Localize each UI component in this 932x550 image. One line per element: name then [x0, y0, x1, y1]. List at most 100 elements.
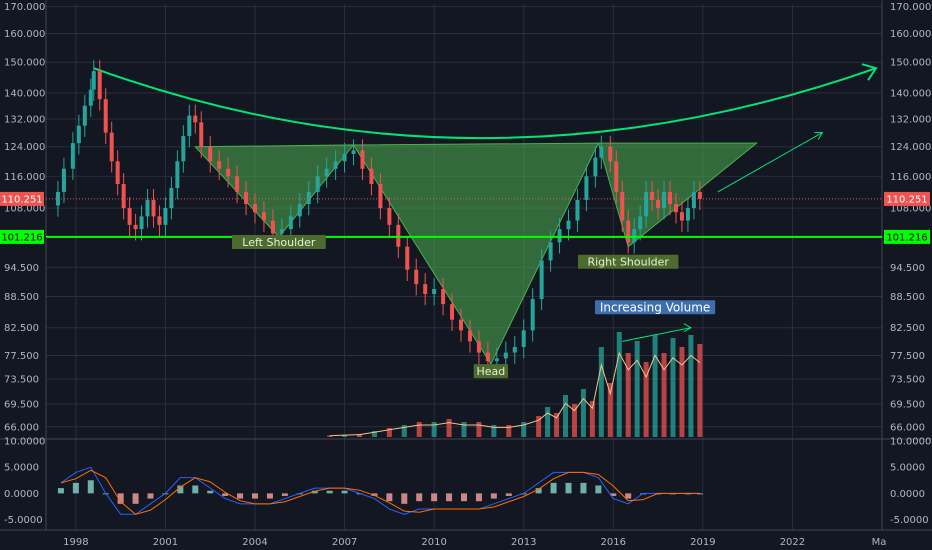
volume-bar	[545, 407, 551, 437]
candle-body	[476, 341, 481, 353]
candle-body	[61, 168, 66, 192]
candle-body	[584, 176, 589, 200]
macd-tick-left: 5.0000	[4, 463, 39, 474]
macd-panel	[57, 466, 703, 515]
volume-bar	[461, 422, 467, 437]
candle-body	[539, 260, 544, 300]
annotations: Left Shoulder Head Right Shoulder Increasin…	[231, 234, 716, 379]
candle-body	[175, 161, 180, 188]
volume-bar	[431, 422, 437, 437]
candle-body	[127, 208, 132, 225]
candle-body	[405, 246, 410, 270]
macd-histogram-bar	[535, 488, 542, 494]
candle-body	[297, 203, 302, 217]
price-tick-right: 132.000	[890, 114, 931, 125]
candle-body	[55, 191, 60, 206]
candle-body	[620, 191, 625, 221]
macd-line	[60, 466, 700, 515]
price-tick-left: 82.500	[4, 323, 39, 334]
candle-body	[378, 184, 383, 209]
candle-body	[521, 330, 526, 347]
price-candles	[55, 60, 702, 373]
price-tick-left: 66.000	[4, 422, 39, 433]
candle-body	[208, 146, 213, 162]
candle-body	[351, 150, 356, 154]
macd-histogram-bar	[192, 485, 199, 494]
candle-body	[685, 208, 690, 221]
candle-body	[494, 358, 499, 362]
price-tick-right: 66.000	[890, 422, 925, 433]
candle-body	[115, 161, 120, 185]
left-shoulder-label: Left Shoulder	[242, 236, 316, 249]
candle-body	[593, 157, 598, 177]
macd-histogram-bar	[490, 493, 497, 499]
price-tick-right: 94.500	[890, 263, 925, 274]
candle-body	[145, 199, 150, 217]
candle-body	[169, 187, 174, 209]
volume-bar	[679, 347, 685, 437]
volume-bar	[342, 434, 348, 437]
candle-body	[270, 220, 275, 234]
candle-body	[279, 229, 284, 234]
support-tag-right-bg	[884, 229, 930, 244]
candle-body	[697, 191, 702, 199]
price-tick-left: 170.000	[4, 2, 45, 13]
candle-body	[226, 168, 231, 177]
price-tick-right: 108.000	[890, 204, 931, 215]
candle-body	[360, 150, 365, 169]
candle-body	[217, 161, 222, 169]
volume-bar	[625, 353, 631, 437]
x-tick-label: 2001	[153, 537, 178, 548]
price-tick-right: 82.500	[890, 323, 925, 334]
candle-body	[103, 99, 108, 133]
candle-body	[163, 208, 168, 225]
candle-body	[157, 216, 162, 225]
candle-body	[638, 216, 643, 230]
curve-arc	[93, 63, 878, 342]
head-triangle	[352, 142, 600, 366]
x-tick-label: 2022	[780, 537, 805, 548]
macd-histogram-bar	[386, 493, 393, 502]
price-tick-right: 116.000	[890, 172, 931, 183]
candle-body	[235, 176, 240, 192]
candle-body	[333, 161, 338, 169]
candle-body	[608, 146, 613, 162]
price-tick-right: 170.000	[890, 2, 931, 13]
price-tick-left: 132.000	[4, 114, 45, 125]
x-axis: 1998 2001 2004 2007 2010 2013 2016 2019 2022 Ma	[63, 537, 886, 548]
candle-body	[91, 71, 96, 90]
price-tick-left: 77.500	[4, 351, 39, 362]
price-tick-right: 124.000	[890, 142, 931, 153]
macd-histogram-bar	[326, 490, 333, 494]
macd-histogram-bar	[252, 493, 258, 499]
price-tick-right: 88.500	[890, 292, 925, 303]
volume-ma-line	[329, 351, 701, 437]
support-tag-left-bg	[0, 229, 44, 244]
candle-body	[324, 168, 329, 177]
candle-body	[342, 153, 347, 162]
volume-bar	[643, 362, 649, 437]
macd-histogram-bar	[341, 490, 348, 494]
price-tick-left: 160.000	[4, 29, 45, 40]
volume-bar	[580, 389, 586, 437]
macd-tick-left: 0.0000	[4, 489, 39, 500]
candle-body	[566, 220, 571, 230]
candle-body	[414, 269, 419, 285]
price-tick-right: 160.000	[890, 29, 931, 40]
macd-histogram-bar	[87, 480, 94, 494]
volume-bar	[506, 425, 512, 437]
head-label-bg	[473, 364, 509, 379]
y-axis-right: 170.000 160.000 150.000 140.000 132.000 124.0…	[884, 2, 931, 526]
candle-body	[432, 289, 437, 295]
candle-body	[632, 229, 637, 243]
pattern-overlay	[194, 142, 759, 366]
macd-histogram-bar	[222, 493, 229, 496]
candle-body	[503, 352, 508, 359]
candle-body	[662, 191, 667, 209]
x-tick-label: 2004	[242, 537, 267, 548]
candle-body	[599, 146, 604, 158]
volume-bar	[357, 434, 362, 437]
candle-body	[450, 304, 455, 320]
last-price-tag-left-bg	[0, 191, 44, 206]
